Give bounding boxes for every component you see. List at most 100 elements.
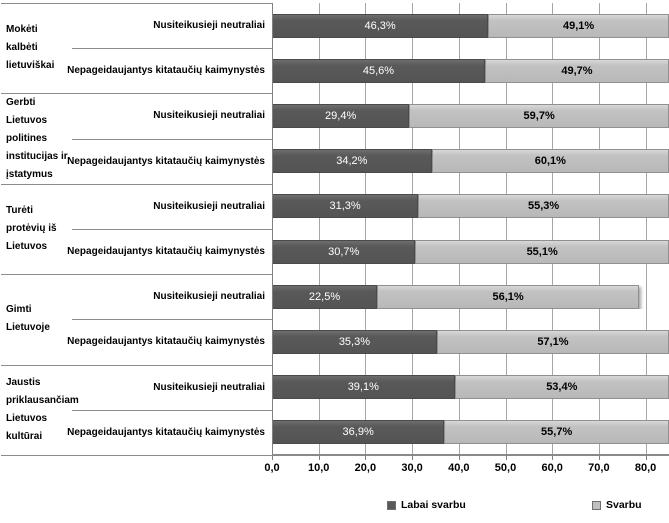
- subcategory-label: Nepageidaujantys kitataučių kaimynystės: [67, 336, 265, 348]
- row-separator-line: [72, 229, 272, 230]
- legend-label: Labai svarbu: [401, 499, 466, 511]
- bar-value-label: 46,3%: [364, 19, 396, 32]
- gridline: [458, 3, 460, 455]
- x-axis-tickmark: [645, 456, 647, 460]
- category-group: Turėti protėvių iš Lietuvos Nusiteikusiej…: [0, 184, 669, 274]
- bar-track: 29,4% 59,7%: [272, 103, 669, 128]
- category-label: Gerbti Lietuvos politines institucijas i…: [6, 96, 68, 180]
- legend-item: Labai svarbu: [387, 499, 466, 511]
- gridline: [645, 3, 647, 455]
- x-axis-tickmark: [552, 456, 554, 460]
- group-separator-line: [1, 93, 272, 95]
- subcategory-label: Nepageidaujantys kitataučių kaimynystės: [67, 426, 265, 438]
- bar-value-label: 45,6%: [362, 64, 395, 77]
- bar-segment-labai-svarbu: 34,2%: [272, 149, 432, 174]
- x-axis-tickmark: [598, 456, 600, 460]
- bar-segment-svarbu: 56,1%: [377, 284, 640, 309]
- group-separator-line: [1, 455, 272, 456]
- category-group: Gerbti Lietuvos politines institucijas i…: [0, 93, 669, 183]
- row-separator-line: [72, 138, 272, 140]
- subcategory-label: Nusiteikusieji neutraliai: [153, 200, 265, 212]
- category-rows: Nusiteikusieji neutraliai 31,3% 55,3% Nepag…: [67, 184, 669, 274]
- bar-row: Nusiteikusieji neutraliai 46,3% 49,1%: [72, 3, 669, 48]
- subcategory-label: Nepageidaujantys kitataučių kaimynystės: [67, 65, 265, 77]
- bar-segment-svarbu: 49,1%: [488, 13, 669, 38]
- bar-value-label: 53,4%: [546, 381, 578, 394]
- x-tick-label: 80,0: [634, 462, 657, 474]
- x-tick-label: 70,0: [588, 462, 610, 474]
- category-group: Gimti Lietuvoje Nusiteikusieji neutraliai…: [0, 274, 669, 364]
- subcategory-label: Nusiteikusieji neutraliai: [153, 291, 265, 303]
- bar-row: Nepageidaujantys kitataučių kaimynystės 3…: [67, 229, 669, 274]
- bar-track: 45,6% 49,7%: [272, 58, 669, 83]
- gridline: [598, 3, 600, 455]
- bar-row: Nusiteikusieji neutraliai 22,5% 56,1%: [72, 274, 669, 319]
- bar-value-label: 39,1%: [347, 381, 379, 394]
- bar-value-label: 30,7%: [328, 245, 360, 258]
- bar-track: 39,1% 53,4%: [272, 375, 669, 400]
- group-separator-line: [1, 274, 272, 276]
- x-tick-label: 40,0: [448, 462, 470, 474]
- bar-value-label: 56,1%: [492, 290, 524, 303]
- bar-row: Nepageidaujantys kitataučių kaimynystės 4…: [67, 48, 669, 93]
- x-tick-label: 50,0: [494, 462, 517, 474]
- category-axis-line: [272, 3, 273, 455]
- bar-segment-labai-svarbu: 46,3%: [272, 13, 489, 38]
- gridline: [552, 3, 554, 455]
- x-axis-line: [272, 454, 669, 456]
- bar-track: 36,9% 55,7%: [272, 420, 669, 445]
- bar-value-label: 49,7%: [561, 64, 593, 77]
- legend-label: Svarbu: [606, 499, 642, 511]
- bar-row: Nusiteikusieji neutraliai 29,4% 59,7%: [72, 93, 669, 138]
- subcategory-label: Nusiteikusieji neutraliai: [153, 110, 265, 122]
- bar-segment-labai-svarbu: 22,5%: [272, 284, 378, 309]
- x-tick-label: 20,0: [354, 462, 377, 474]
- category-group: Mokėti kalbėti lietuviškai Nusiteikusieji…: [0, 3, 669, 93]
- bar-segment-svarbu: 55,3%: [418, 194, 669, 219]
- bar-segment-labai-svarbu: 35,3%: [272, 329, 437, 354]
- bar-value-label: 34,2%: [336, 155, 368, 168]
- category-label: Gimti Lietuvoje: [6, 304, 50, 334]
- bar-segment-svarbu: 53,4%: [454, 375, 669, 400]
- subcategory-label: Nepageidaujantys kitataučių kaimynystės: [67, 155, 265, 167]
- x-axis-tickmark: [458, 456, 460, 460]
- bar-track: 30,7% 55,1%: [272, 239, 669, 264]
- bar-row: Nepageidaujantys kitataučių kaimynystės 3…: [67, 410, 669, 455]
- x-axis-tickmark: [365, 456, 367, 460]
- bar-row: Nusiteikusieji neutraliai 31,3% 55,3%: [72, 184, 669, 229]
- x-axis-tickmark: [505, 456, 507, 460]
- category-label: Jaustis priklausančiam Lietuvos kultūrai: [6, 376, 79, 442]
- x-axis-tickmark: [272, 456, 273, 460]
- category-rows: Nusiteikusieji neutraliai 22,5% 56,1% Nepag…: [67, 274, 669, 364]
- bar-row: Nepageidaujantys kitataučių kaimynystės 3…: [67, 319, 669, 364]
- bar-track: 46,3% 49,1%: [272, 13, 669, 38]
- category-rows: Nusiteikusieji neutraliai 39,1% 53,4% Nepag…: [67, 365, 669, 455]
- bar-value-label: 36,9%: [342, 426, 374, 439]
- category-group: Jaustis priklausančiam Lietuvos kultūrai…: [0, 365, 669, 455]
- row-separator-line: [72, 319, 272, 321]
- bar-value-label: 49,1%: [563, 19, 595, 32]
- bar-segment-svarbu: 55,1%: [415, 239, 669, 264]
- bar-segment-labai-svarbu: 30,7%: [272, 239, 416, 264]
- x-tick-label: 10,0: [307, 462, 330, 474]
- subcategory-label: Nusiteikusieji neutraliai: [153, 20, 265, 32]
- category-label: Mokėti kalbėti lietuviškai: [6, 24, 55, 72]
- bar-segment-labai-svarbu: 36,9%: [272, 420, 445, 445]
- x-axis-tickmark: [412, 456, 414, 460]
- bar-segment-labai-svarbu: 45,6%: [272, 58, 485, 83]
- legend-swatch-icon: [592, 500, 601, 510]
- category-rows: Nusiteikusieji neutraliai 46,3% 49,1% Nepag…: [67, 3, 669, 93]
- bar-track: 22,5% 56,1%: [272, 284, 669, 309]
- bar-row: Nusiteikusieji neutraliai 39,1% 53,4%: [72, 365, 669, 410]
- bar-value-label: 22,5%: [308, 290, 341, 303]
- x-tick-label: 0,0: [264, 462, 280, 474]
- legend-swatch-icon: [387, 500, 396, 510]
- subcategory-label: Nepageidaujantys kitataučių kaimynystės: [67, 246, 265, 258]
- x-tick-label: 60,0: [541, 462, 563, 474]
- bar-segment-svarbu: 55,7%: [444, 420, 669, 445]
- category-rows: Nusiteikusieji neutraliai 29,4% 59,7% Nepag…: [67, 93, 669, 183]
- gridline: [318, 3, 320, 455]
- x-tick-label: 30,0: [401, 462, 423, 474]
- group-separator-line: [1, 183, 272, 185]
